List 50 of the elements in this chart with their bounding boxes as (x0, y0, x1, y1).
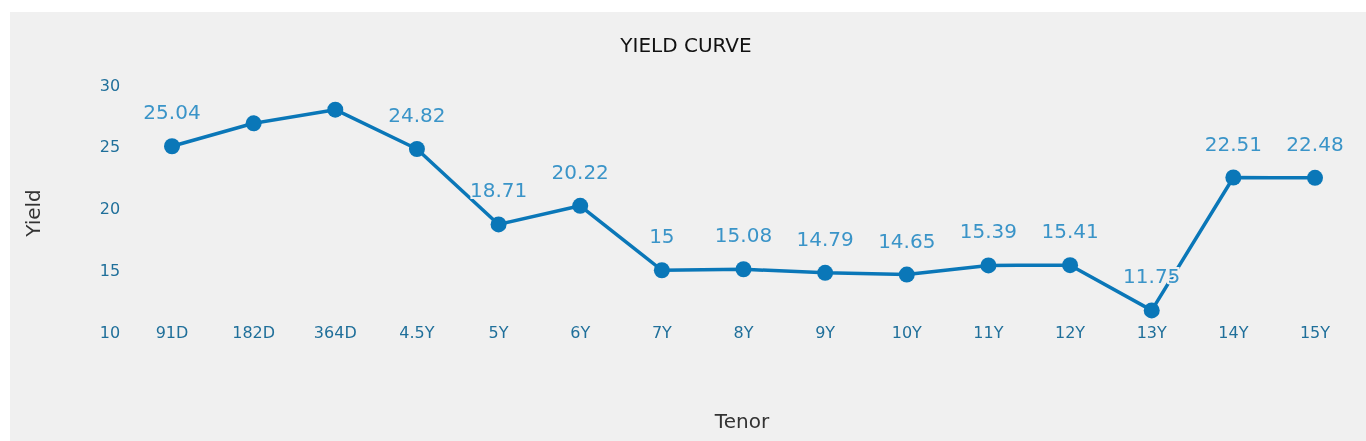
data-label: 15.41 (1041, 219, 1099, 244)
point (408, 140, 425, 157)
x-tick-label: 12Y (1055, 322, 1086, 342)
x-tick-label: 7Y (651, 322, 673, 342)
data-label: 25.04 (143, 100, 201, 125)
data-label: 15.08 (714, 223, 773, 248)
x-tick-label: 14Y (1218, 322, 1249, 342)
x-tick-label: 4.5Y (399, 322, 435, 342)
x-tick-label: 15Y (1299, 322, 1331, 342)
point (490, 216, 507, 233)
x-tick-label: 5Y (488, 322, 509, 342)
x-tick-label: 10Y (891, 322, 923, 342)
x-tick-label: 11Y (973, 322, 1004, 342)
point (980, 257, 997, 274)
data-label: 15 (649, 224, 675, 249)
data-label: 20.22 (551, 159, 609, 184)
point (735, 261, 752, 278)
data-label: 22.51 (1204, 131, 1262, 156)
data-label: 18.71 (469, 178, 528, 203)
x-tick-label: 182D (232, 322, 276, 342)
point (1225, 169, 1242, 186)
x-tick-label: 13Y (1136, 322, 1167, 342)
x-tick-label: 8Y (733, 322, 754, 342)
x-tick-label: 6Y (570, 322, 591, 342)
point (327, 101, 344, 118)
point (1062, 257, 1079, 274)
data-label: 15.39 (959, 219, 1018, 244)
point (164, 138, 180, 155)
x-axis-title: Tenor (713, 409, 770, 433)
point (898, 266, 915, 283)
y-axis-title: Yield (21, 189, 45, 238)
data-label: 14.65 (878, 228, 936, 253)
data-label: 14.79 (796, 226, 854, 251)
point (245, 115, 262, 132)
point (653, 262, 670, 279)
x-tick-label: 9Y (815, 322, 836, 342)
y-tick-label: 30 (99, 75, 121, 95)
point (572, 197, 589, 214)
data-label: 24.82 (388, 102, 446, 127)
x-tick-label: 364D (313, 322, 357, 342)
chart-title: YIELD CURVE (619, 33, 752, 57)
x-tick-label: 91D (155, 322, 189, 342)
data-label: 22.48 (1286, 131, 1344, 156)
y-tick-label: 20 (99, 199, 121, 219)
y-tick-label: 25 (99, 137, 121, 157)
point (1307, 169, 1323, 186)
point (1143, 302, 1160, 319)
y-tick-label: 15 (99, 260, 121, 280)
y-tick-label: 10 (99, 322, 121, 342)
point (817, 264, 834, 281)
